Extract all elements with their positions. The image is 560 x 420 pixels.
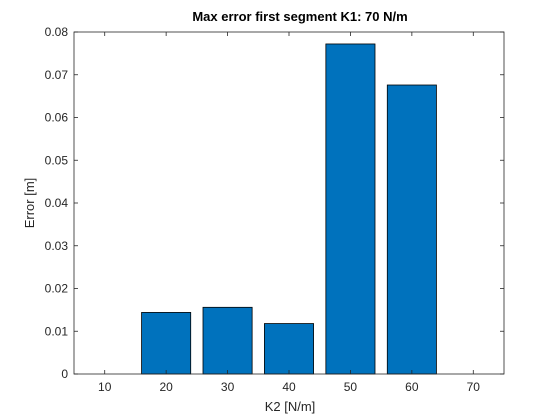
x-tick-label: 20 (159, 380, 173, 394)
y-tick-label: 0.07 (45, 68, 69, 82)
bar-40 (264, 323, 314, 375)
y-ticks-group: 0 0.01 0.02 0.03 0.04 0.05 0.06 0.07 0.08 (45, 25, 504, 381)
y-tick-label: 0.04 (45, 196, 69, 210)
y-tick-label: 0.02 (45, 282, 69, 296)
y-tick-label: 0.06 (45, 111, 69, 125)
y-tick-label: 0 (61, 367, 68, 381)
bar-30 (202, 306, 253, 375)
x-tick-label: 50 (344, 380, 358, 394)
bar-20 (141, 312, 192, 375)
y-tick-label: 0.08 (45, 25, 69, 39)
x-tick-label: 60 (405, 380, 419, 394)
chart-title: Max error first segment K1: 70 N/m (192, 9, 407, 24)
plot-area (74, 32, 504, 374)
x-ticks-group: 10 20 30 40 50 60 70 (98, 32, 480, 394)
y-tick-label: 0.03 (45, 239, 69, 253)
x-tick-label: 30 (221, 380, 235, 394)
x-tick-label: 10 (98, 380, 112, 394)
y-tick-label: 0.05 (45, 153, 69, 167)
bars-group (141, 43, 437, 375)
bar-50 (325, 43, 376, 375)
x-axis-label: K2 [N/m] (265, 399, 316, 414)
x-tick-label: 40 (282, 380, 296, 394)
y-tick-label: 0.01 (45, 324, 69, 338)
y-axis-label: Error [m] (22, 178, 37, 229)
x-tick-label: 70 (467, 380, 481, 394)
bar-60 (386, 84, 437, 375)
